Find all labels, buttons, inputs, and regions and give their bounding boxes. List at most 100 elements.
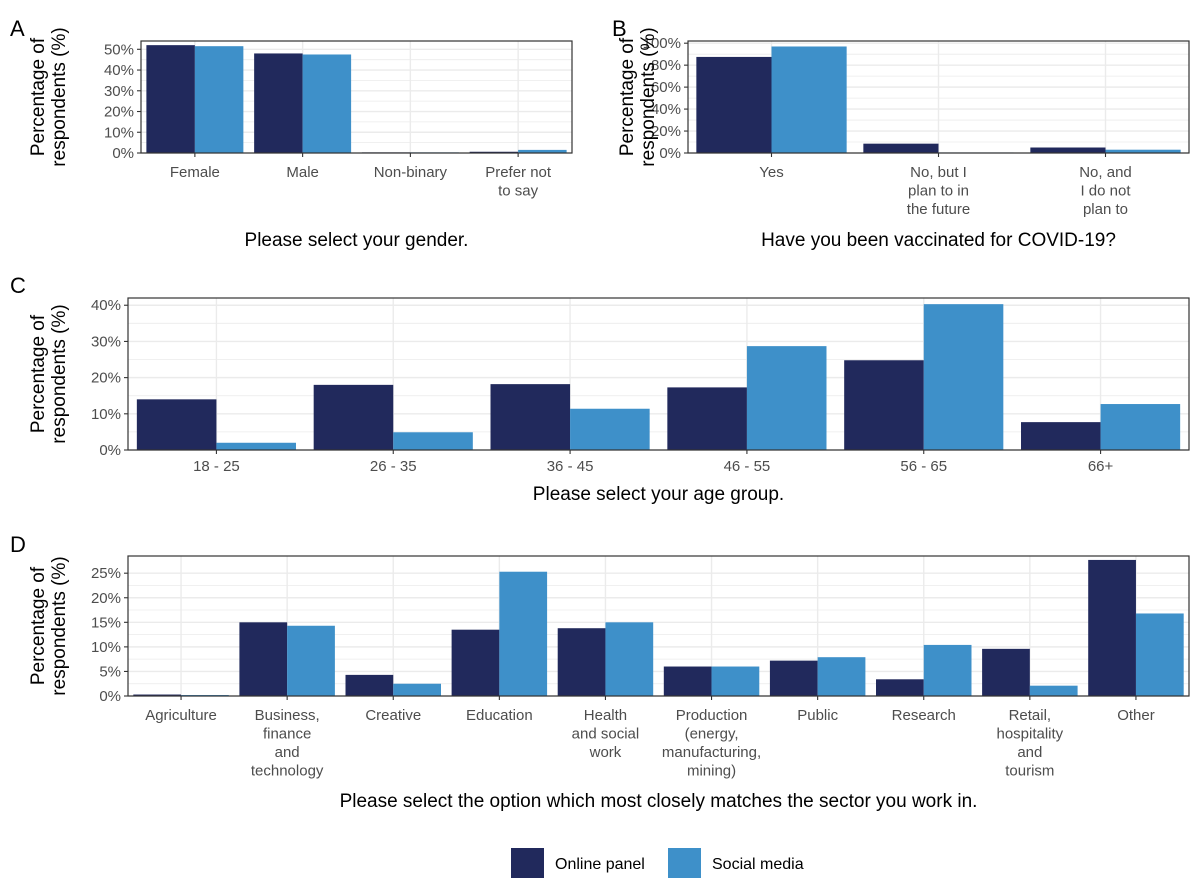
bar-social-media-0 — [194, 46, 244, 154]
x-axis-title: Please select your age group. — [533, 484, 784, 505]
y-tick-label: 0% — [659, 145, 681, 162]
plot-frame — [127, 555, 1190, 697]
x-tick-label: Production (energy, manufacturing, mining) — [662, 707, 761, 780]
bar-online-panel-3 — [469, 151, 519, 153]
y-tick-label: 30% — [104, 83, 134, 100]
bar-social-media-0 — [771, 46, 847, 153]
bar-online-panel-2 — [1030, 147, 1106, 153]
x-tick-label: Male — [286, 164, 319, 181]
x-tick-label: 66+ — [1088, 458, 1114, 475]
bar-social-media-1 — [393, 432, 473, 450]
y-tick-label: 20% — [91, 370, 121, 387]
bar-online-panel-4 — [844, 360, 924, 450]
x-tick-label: Prefer not to say — [485, 164, 552, 200]
bar-online-panel-1 — [239, 622, 288, 696]
bar-social-media-7 — [923, 644, 972, 696]
bar-social-media-8 — [1029, 685, 1078, 696]
panel-letter: C — [10, 273, 26, 298]
bar-social-media-2 — [570, 408, 650, 450]
bar-online-panel-0 — [696, 56, 772, 153]
y-tick-label: 5% — [99, 663, 121, 680]
bar-online-panel-5 — [663, 666, 712, 696]
bar-social-media-5 — [1100, 404, 1181, 450]
panel-letter: D — [10, 532, 26, 557]
y-tick-label: 20% — [91, 590, 121, 607]
legend-key-online-panel — [511, 848, 544, 878]
y-axis-title: Percentage ofrespondents (%) — [28, 27, 70, 166]
bar-online-panel-0 — [133, 694, 182, 696]
x-tick-label: Other — [1117, 707, 1155, 724]
plot-frame — [127, 297, 1190, 451]
x-tick-label: 56 - 65 — [900, 458, 947, 475]
bar-social-media-9 — [1135, 613, 1184, 696]
legend-label-online-panel: Online panel — [555, 856, 645, 873]
y-tick-label: 80% — [651, 57, 681, 74]
x-tick-label: 18 - 25 — [193, 458, 240, 475]
x-tick-label: No, and I do not plan to — [1079, 164, 1132, 218]
panels: 0% 10% 20% 30% 40% 50% Female Male Non-binary Pre… — [10, 16, 1190, 812]
x-tick-label: 36 - 45 — [547, 458, 594, 475]
y-tick-label: 15% — [91, 614, 121, 631]
bar-online-panel-2 — [490, 384, 571, 450]
bar-social-media-6 — [817, 657, 866, 696]
bar-social-media-3 — [518, 149, 567, 153]
y-tick-label: 0% — [112, 145, 134, 162]
x-tick-label: Female — [170, 164, 220, 181]
panel-letter: A — [10, 16, 25, 41]
x-tick-label: Education — [466, 707, 533, 724]
bar-social-media-3 — [499, 571, 548, 696]
legend-label-social-media: Social media — [712, 856, 804, 873]
bar-online-panel-7 — [876, 679, 924, 696]
x-axis-title: Please select your gender. — [245, 230, 469, 251]
x-tick-label: Creative — [365, 707, 421, 724]
bar-online-panel-1 — [254, 53, 303, 153]
bar-social-media-2 — [1105, 149, 1181, 153]
bar-online-panel-8 — [982, 648, 1030, 696]
legend: Online panel Social media — [511, 848, 804, 878]
x-axis-title: Have you been vaccinated for COVID-19? — [761, 230, 1116, 251]
bar-social-media-4 — [923, 304, 1004, 450]
bar-online-panel-2 — [345, 674, 394, 696]
y-tick-label: 40% — [91, 297, 121, 314]
y-tick-label: 50% — [104, 41, 134, 58]
y-tick-label: 20% — [651, 123, 681, 140]
x-tick-label: Research — [892, 707, 956, 724]
y-tick-label: 10% — [91, 406, 121, 423]
bar-social-media-2 — [393, 683, 441, 696]
y-tick-label: 0% — [99, 688, 121, 705]
x-tick-label: Public — [797, 707, 838, 724]
panel-a: 0% 10% 20% 30% 40% 50% Female Male Non-binary Pre… — [10, 16, 573, 251]
y-axis-title: Percentage ofrespondents (%) — [28, 556, 70, 695]
y-axis-title: Percentage ofrespondents (%) — [28, 304, 70, 443]
panel-c: 0% 10% 20% 30% 40% 18 - 25 26 - 35 36 - 45 46 - … — [10, 273, 1190, 505]
bar-online-panel-4 — [557, 628, 606, 696]
y-tick-label: 10% — [104, 124, 134, 141]
bar-social-media-1 — [287, 625, 335, 696]
x-tick-label: Retail, hospitality and tourism — [996, 707, 1063, 780]
bar-online-panel-0 — [146, 45, 195, 153]
y-tick-label: 60% — [651, 79, 681, 96]
panel-d: 0% 5% 10% 15% 20% 25% Agriculture Business, fina… — [10, 532, 1190, 812]
bar-online-panel-9 — [1088, 559, 1136, 696]
plot-frame — [140, 40, 573, 154]
bar-social-media-3 — [746, 346, 827, 450]
bar-online-panel-3 — [667, 387, 747, 450]
x-tick-label: Health and social work — [572, 707, 640, 761]
legend-key-social-media — [668, 848, 701, 878]
bar-social-media-1 — [302, 54, 352, 154]
bar-online-panel-5 — [1021, 422, 1101, 450]
bar-social-media-5 — [711, 666, 760, 696]
x-tick-label: 46 - 55 — [724, 458, 771, 475]
x-tick-label: 26 - 35 — [370, 458, 417, 475]
y-tick-label: 40% — [651, 101, 681, 118]
bar-social-media-0 — [216, 442, 296, 450]
y-tick-label: 100% — [643, 35, 681, 52]
y-axis-title: Percentage ofrespondents (%) — [617, 27, 659, 166]
y-tick-label: 30% — [91, 333, 121, 350]
y-tick-label: 10% — [91, 639, 121, 656]
bar-online-panel-3 — [451, 629, 500, 696]
bar-online-panel-6 — [769, 660, 818, 696]
